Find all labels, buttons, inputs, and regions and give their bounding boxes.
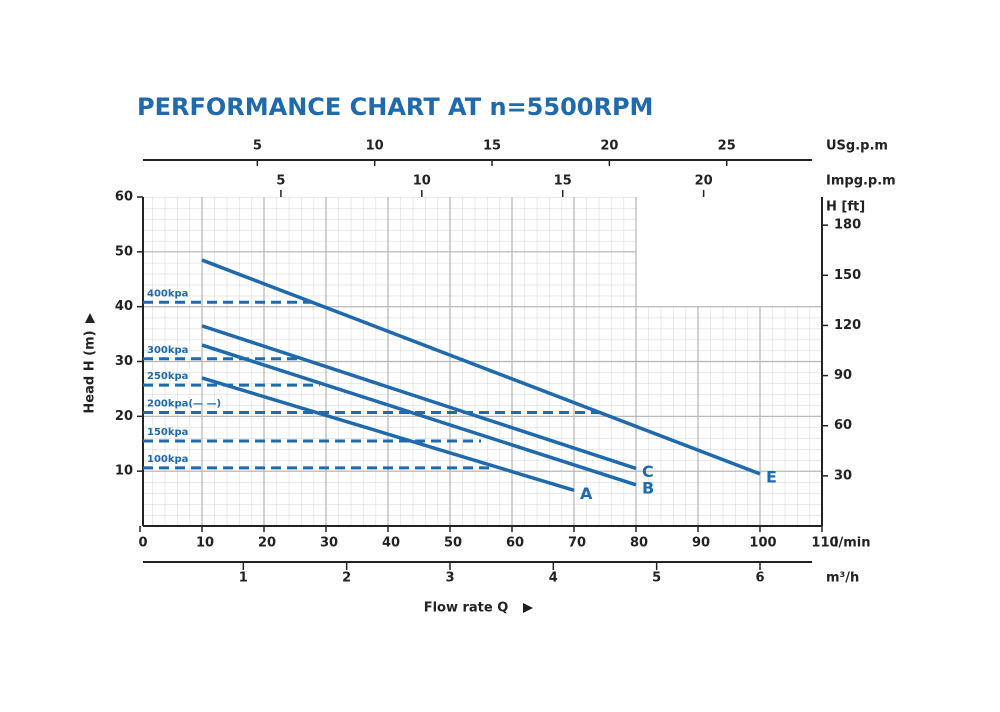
pressure-label: 100kpa	[147, 454, 188, 465]
y-arrow	[85, 313, 95, 323]
y-tick-label: 60	[115, 190, 133, 205]
curve	[201, 258, 761, 476]
x-tick-label: 20	[258, 536, 276, 551]
secondary-axis-label: Impg.p.m	[826, 174, 896, 189]
x-tick-label: 30	[320, 536, 338, 551]
y2-tick-label: 90	[834, 368, 852, 383]
secondary-tick-label: 2	[342, 571, 351, 586]
secondary-tick-label: 20	[600, 139, 618, 154]
y-tick-label: 10	[115, 464, 133, 479]
y2-tick-label: 60	[834, 418, 852, 433]
secondary-tick-label: 4	[549, 571, 558, 586]
curve	[201, 376, 575, 493]
x-tick-label: 40	[382, 536, 400, 551]
secondary-tick-label: 20	[695, 174, 713, 189]
x-unit: l/min	[834, 536, 870, 551]
secondary-axis-label: m³/h	[826, 571, 859, 586]
x-tick-label: 100	[749, 536, 776, 551]
secondary-tick-label: 15	[483, 139, 501, 154]
y2-tick-label: 180	[834, 218, 861, 233]
x-arrow	[523, 603, 533, 613]
curve-label: B	[642, 478, 654, 497]
pressure-label: 150kpa	[147, 427, 188, 438]
y-tick-label: 50	[115, 244, 133, 259]
secondary-tick-label: 3	[445, 571, 454, 586]
y-tick-label: 40	[115, 299, 133, 314]
x-tick-label: 0	[138, 536, 147, 551]
y2-tick-label: 150	[834, 268, 861, 283]
y2-axis-title: H [ft]	[826, 200, 865, 215]
x-axis-title: Flow rate Q	[424, 601, 509, 616]
curve	[201, 324, 637, 471]
secondary-tick-label: 5	[253, 139, 262, 154]
x-tick-label: 110	[811, 536, 838, 551]
y-tick-label: 30	[115, 354, 133, 369]
curve-label: C	[642, 462, 654, 481]
x-tick-label: 70	[568, 536, 586, 551]
secondary-tick-label: 5	[652, 571, 661, 586]
y-axis-title: Head H (m)	[83, 330, 98, 413]
secondary-tick-label: 6	[755, 571, 764, 586]
blank-region	[636, 190, 821, 306]
secondary-tick-label: 1	[239, 571, 248, 586]
x-tick-label: 50	[444, 536, 462, 551]
chart-title: PERFORMANCE CHART AT n=5500RPM	[137, 93, 653, 121]
secondary-tick-label: 15	[554, 174, 572, 189]
pressure-label: 200kpa(— —)	[147, 398, 221, 409]
secondary-tick-label: 10	[413, 174, 431, 189]
y-tick-label: 20	[115, 409, 133, 424]
pressure-label: 400kpa	[147, 288, 188, 299]
secondary-tick-label: 10	[366, 139, 384, 154]
pressure-label: 300kpa	[147, 345, 188, 356]
secondary-tick-label: 25	[718, 139, 736, 154]
y2-tick-label: 30	[834, 468, 852, 483]
x-tick-label: 80	[630, 536, 648, 551]
curve	[201, 343, 637, 487]
x-tick-label: 60	[506, 536, 524, 551]
curve-label: E	[766, 467, 777, 486]
y2-tick-label: 120	[834, 318, 861, 333]
secondary-tick-label: 5	[276, 174, 285, 189]
x-tick-label: 90	[692, 536, 710, 551]
secondary-axis-label: USg.p.m	[826, 139, 888, 154]
x-tick-label: 10	[196, 536, 214, 551]
curve-label: A	[580, 484, 593, 503]
pressure-label: 250kpa	[147, 371, 188, 382]
